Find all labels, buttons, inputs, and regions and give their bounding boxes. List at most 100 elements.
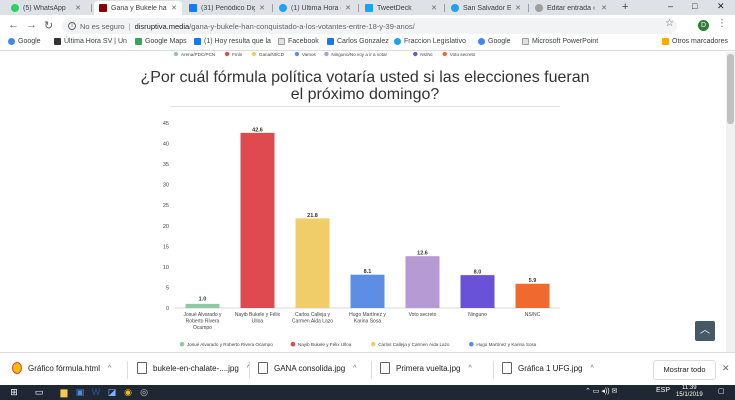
download-item[interactable]: bukele-en-chalate-....jpg ^ [137, 362, 250, 374]
tab-label: (1) Última Hora (@ [291, 4, 341, 12]
minimize-button[interactable]: – [668, 1, 674, 11]
profile-avatar[interactable]: D [698, 20, 709, 31]
app-icon[interactable]: ◎ [140, 387, 148, 397]
chevron-up-icon[interactable]: ^ [247, 365, 250, 372]
facebook-icon [189, 4, 197, 12]
browser-menu-icon[interactable]: ⋮ [717, 18, 727, 29]
address-bar[interactable]: i No es seguro | disruptiva.media /gana-… [62, 18, 677, 34]
bookmark-label: Google Maps [145, 38, 187, 45]
y-tick-label: 15 [163, 244, 169, 250]
download-item[interactable]: Gráfico fórmula.html ^ [12, 362, 111, 374]
tab-editar-entrada[interactable]: Editar entrada ‹ ✕ [530, 1, 612, 15]
download-divider [127, 361, 128, 379]
clock-time[interactable]: 11:39 [682, 385, 697, 391]
url-path: /gana-y-bukele-han-conquistado-a-los-vot… [189, 21, 415, 31]
legend-swatch [442, 52, 447, 57]
chart-title: ¿Por cuál fórmula política votaría usted… [140, 69, 590, 103]
bookmark-item[interactable]: Facebook [278, 38, 319, 45]
bar-value-label: 1.0 [199, 297, 207, 303]
back-arrow-icon[interactable]: ← [8, 19, 19, 31]
y-tick-label: 30 [163, 183, 169, 189]
bookmarks-bar: Google Última Hora SV | Un Google Maps (… [0, 37, 735, 51]
folder-icon [662, 38, 669, 45]
system-tray-icons[interactable]: ⌃ ▭ ◂)) ✉ [585, 388, 618, 395]
image-file-icon [502, 362, 512, 374]
legend-swatch [370, 341, 376, 347]
reload-icon[interactable]: ↻ [44, 20, 54, 32]
page-scrollbar[interactable] [726, 52, 735, 352]
bookmark-item[interactable]: Google [478, 38, 511, 45]
bookmark-label: Carlos Gonzalez [337, 38, 389, 45]
bookmark-item[interactable]: Google Maps [135, 38, 187, 45]
close-tab-icon[interactable]: ✕ [171, 5, 177, 12]
tab-strip: (5) WhatsApp ✕ Gana y Bukele ha ✕ (31) P… [0, 0, 735, 15]
bookmark-item[interactable]: (1) Hoy resulta que la [194, 38, 271, 45]
forward-arrow-icon[interactable]: → [26, 19, 37, 31]
store-icon[interactable]: ▣ [75, 387, 85, 397]
download-divider [371, 361, 372, 379]
download-divider [249, 361, 250, 379]
show-all-downloads-button[interactable]: Mostrar todo [653, 360, 716, 380]
legend-label: Josué Alvarado y Roberto Rivera Ocampo [187, 342, 273, 347]
chrome-icon[interactable]: ◉ [124, 387, 132, 397]
input-language[interactable]: ESP [656, 387, 671, 394]
close-tab-icon[interactable]: ✕ [515, 5, 521, 12]
bookmark-star-icon[interactable]: ☆ [665, 18, 674, 29]
y-tick-label: 5 [166, 285, 169, 291]
close-tab-icon[interactable]: ✕ [431, 5, 437, 12]
word-icon[interactable]: W [91, 387, 101, 397]
tab-whatsapp[interactable]: (5) WhatsApp ✕ [6, 1, 86, 15]
bookmark-item[interactable]: Microsoft PowerPoint [522, 38, 598, 45]
bookmark-item[interactable]: Google [8, 38, 41, 45]
legend-swatch [413, 52, 418, 57]
bar [515, 283, 550, 308]
download-item[interactable]: Gráfica 1 UFG.jpg ^ [502, 362, 594, 374]
twitter-icon [279, 4, 287, 12]
tab-label: Gana y Bukele ha [111, 4, 167, 12]
chevron-up-icon[interactable]: ^ [468, 364, 472, 372]
close-tab-icon[interactable]: ✕ [259, 5, 265, 12]
chevron-up-icon: ︿ [700, 325, 710, 336]
close-tab-icon[interactable]: ✕ [345, 5, 351, 12]
close-tab-icon[interactable]: ✕ [601, 5, 607, 12]
page-icon [278, 38, 285, 45]
windows-start-icon[interactable]: ⊞ [10, 387, 18, 397]
tab-tweetdeck[interactable]: TweetDeck ✕ [360, 1, 442, 15]
chevron-up-icon[interactable]: ^ [108, 364, 112, 372]
scrollbar-thumb[interactable] [727, 54, 734, 124]
bookmark-item[interactable]: Carlos Gonzalez [327, 38, 389, 45]
info-icon[interactable]: i [68, 22, 76, 30]
tab-label: (5) WhatsApp [23, 4, 66, 12]
legend-swatch [224, 52, 230, 57]
x-tick-label: Ulloa [252, 319, 264, 325]
notifications-icon[interactable]: ▢ [718, 388, 725, 395]
task-view-icon[interactable]: ▭ [34, 387, 44, 397]
app-icon[interactable]: ◪ [107, 387, 117, 397]
close-shelf-icon[interactable]: ✕ [722, 363, 730, 373]
tab-san-salvador[interactable]: San Salvador Es T ✕ [446, 1, 526, 15]
tab-gana-bukele[interactable]: Gana y Bukele ha ✕ [94, 1, 182, 15]
file-explorer-icon[interactable]: ▆ [60, 387, 68, 397]
clock-date[interactable]: 15/1/2019 [676, 392, 703, 398]
bookmark-label: (1) Hoy resulta que la [204, 38, 271, 45]
tab-ultima-hora[interactable]: (1) Última Hora (@ ✕ [274, 1, 356, 15]
tab-divider [528, 4, 529, 12]
image-file-icon [258, 362, 268, 374]
tab-periodico[interactable]: (31) Periódico Dig ✕ [184, 1, 270, 15]
maximize-button[interactable]: □ [692, 1, 698, 11]
legend-swatch [173, 52, 179, 57]
chevron-up-icon[interactable]: ^ [590, 364, 594, 372]
back-to-top-button[interactable]: ︿ [695, 321, 715, 341]
download-item[interactable]: GANA consolida.jpg ^ [258, 362, 356, 374]
close-tab-icon[interactable]: ✕ [75, 5, 81, 12]
new-tab-button[interactable]: + [622, 1, 629, 13]
y-tick-label: 40 [163, 142, 169, 148]
other-bookmarks[interactable]: Otros marcadores [662, 38, 728, 45]
bookmark-item[interactable]: Última Hora SV | Un [54, 38, 127, 45]
bookmark-item[interactable]: Fraccion Legislativo [394, 38, 466, 45]
close-window-button[interactable]: ✕ [717, 1, 725, 11]
chevron-up-icon[interactable]: ^ [353, 364, 357, 372]
google-icon [478, 38, 485, 45]
download-item[interactable]: Primera vuelta.jpg ^ [380, 362, 472, 374]
windows-taskbar: ⊞ ▭ ▆ ▣ W ◪ ◉ ◎ ⌃ ▭ ◂)) ✉ ESP 11:39 15/1… [0, 385, 735, 400]
